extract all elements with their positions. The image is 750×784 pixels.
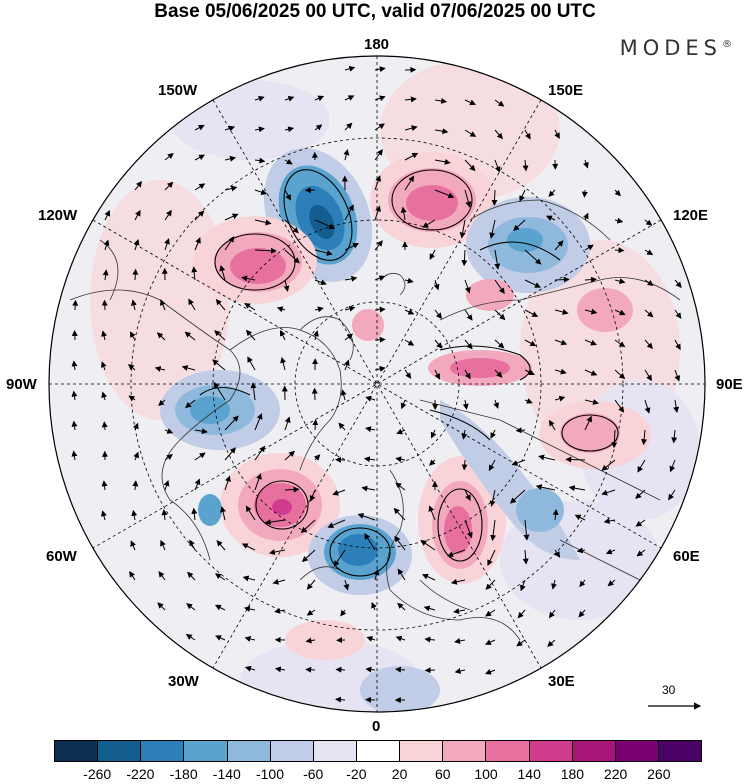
wind-vector <box>584 190 585 197</box>
colorbar-swatch <box>98 741 141 761</box>
wind-vector <box>585 279 596 280</box>
wind-vector <box>375 339 385 340</box>
colorbar-tick-label: -60 <box>303 766 323 782</box>
lon-label-180: 180 <box>364 36 389 53</box>
wind-vector <box>366 700 375 701</box>
colorbar-swatch <box>228 741 271 761</box>
colorbar-swatch <box>141 741 184 761</box>
colorbar-swatch <box>486 741 529 761</box>
colorbar-swatch <box>357 741 400 761</box>
colorbar-tick-label: 180 <box>561 766 584 782</box>
reference-vector-label: 30 <box>662 683 675 697</box>
lon-label-60e: 60E <box>673 548 700 565</box>
colorbar-tick-label: -180 <box>170 766 198 782</box>
colorbar-tick-label: 140 <box>518 766 541 782</box>
wind-vector <box>494 190 495 205</box>
colorbar-swatch <box>573 741 616 761</box>
wind-vector <box>285 489 299 490</box>
lon-label-30e: 30E <box>548 673 575 690</box>
wind-vector <box>135 270 136 280</box>
anomaly-high-central-asia <box>539 401 651 469</box>
colorbar-swatch <box>55 741 98 761</box>
colorbar-tick-label: 60 <box>435 766 451 782</box>
colorbar-tick-label: -100 <box>256 766 284 782</box>
anomaly-low-hudson <box>160 370 280 450</box>
colorbar-tick-label: 260 <box>647 766 670 782</box>
colorbar-swatch <box>443 741 486 761</box>
colorbar-ticks: -260 -220 -180 -140 -100 -60 -20 20 60 100 140 180 2… <box>0 766 750 784</box>
wind-vector <box>315 420 316 430</box>
lon-label-60w: 60W <box>46 548 77 565</box>
anomaly-low-europe-west <box>308 515 412 595</box>
wind-vector <box>566 459 585 460</box>
colorbar-swatch <box>530 741 573 761</box>
wind-vector <box>336 669 345 670</box>
anomaly-high-kara <box>428 350 532 386</box>
lon-label-120w: 120W <box>38 207 77 224</box>
wind-vector <box>75 331 76 340</box>
wind-vector <box>104 422 105 430</box>
colorbar-tick-label: 20 <box>392 766 408 782</box>
wind-vector <box>306 669 315 670</box>
lon-label-30w: 30W <box>168 673 199 690</box>
wind-vector <box>105 301 106 310</box>
anomaly-high-canada-west <box>193 216 317 304</box>
colorbar-tick-label: 100 <box>474 766 497 782</box>
wind-vector <box>75 301 76 310</box>
lon-label-150e: 150E <box>548 82 583 99</box>
colorbar-swatch <box>184 741 227 761</box>
wind-vector <box>615 250 624 251</box>
wind-vector <box>517 430 525 431</box>
lon-label-120e: 120E <box>673 207 708 224</box>
colorbar-tick-label: -140 <box>213 766 241 782</box>
colorbar-swatch <box>616 741 659 761</box>
colorbar-swatch <box>659 741 701 761</box>
colorbar-tick-label: -20 <box>346 766 366 782</box>
colorbar-tick-label: 220 <box>604 766 627 782</box>
map-disc <box>40 40 720 730</box>
colorbar-tick-label: -220 <box>126 766 154 782</box>
lon-label-150w: 150W <box>158 82 197 99</box>
colorbar <box>54 740 702 762</box>
wind-vector <box>555 279 569 280</box>
colorbar-swatch <box>314 741 357 761</box>
lon-label-0: 0 <box>372 718 380 735</box>
colorbar-swatch <box>271 741 314 761</box>
colorbar-tick-label: -260 <box>83 766 111 782</box>
colorbar-swatch <box>400 741 443 761</box>
lon-label-90w: 90W <box>6 376 37 393</box>
lon-label-90e: 90E <box>716 376 743 393</box>
